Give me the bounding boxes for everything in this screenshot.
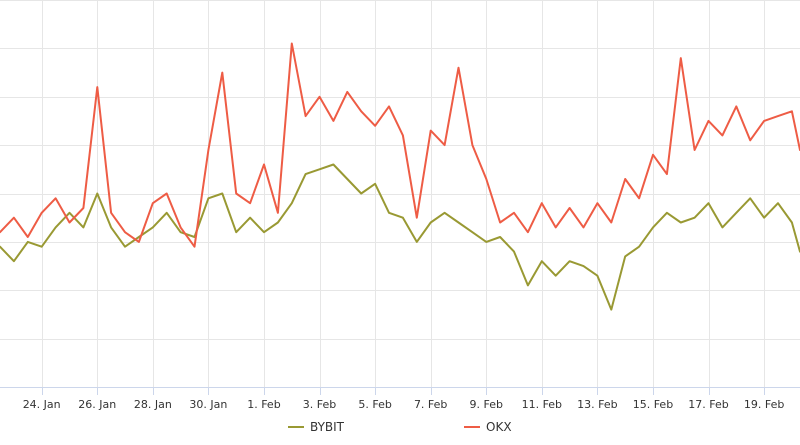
x-tick-label: 9. Feb: [470, 398, 503, 411]
legend-item-okx[interactable]: OKX: [464, 420, 512, 434]
legend[interactable]: BYBIT OKX: [288, 420, 512, 434]
x-tick-label: 1. Feb: [247, 398, 280, 411]
x-tick-label: 17. Feb: [688, 398, 728, 411]
series-line-bybit: [0, 163, 800, 311]
x-tick-label: 5. Feb: [358, 398, 391, 411]
x-tick-label: 26. Jan: [78, 398, 116, 411]
x-tick-label: 15. Feb: [633, 398, 673, 411]
legend-label: OKX: [486, 420, 512, 434]
x-tick-label: 13. Feb: [577, 398, 617, 411]
x-tick-label: 3. Feb: [303, 398, 336, 411]
x-axis: 24. Jan 26. Jan 28. Jan 30. Jan 1. Feb 3. Feb…: [0, 387, 800, 411]
x-tick-label: 28. Jan: [134, 398, 172, 411]
x-tick-label: 19. Feb: [744, 398, 784, 411]
grid: [0, 0, 800, 387]
x-tick-label: 24. Jan: [23, 398, 61, 411]
legend-label: BYBIT: [310, 420, 345, 434]
x-tick-label: 11. Feb: [522, 398, 562, 411]
series-group: [0, 42, 800, 311]
x-tick-label: 7. Feb: [414, 398, 447, 411]
x-tick-label: 30. Jan: [189, 398, 227, 411]
legend-item-bybit[interactable]: BYBIT: [288, 420, 345, 434]
series-line-okx: [0, 42, 800, 248]
